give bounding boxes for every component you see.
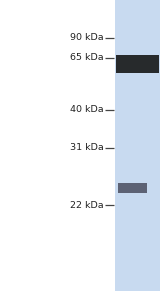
Text: 65 kDa: 65 kDa [70,54,104,63]
Text: 31 kDa: 31 kDa [70,143,104,152]
Text: 22 kDa: 22 kDa [70,200,104,210]
Bar [116,55,159,73]
Text: 40 kDa: 40 kDa [70,106,104,114]
Bar [115,0,160,291]
Text: 90 kDa: 90 kDa [70,33,104,42]
Bar [118,183,147,193]
